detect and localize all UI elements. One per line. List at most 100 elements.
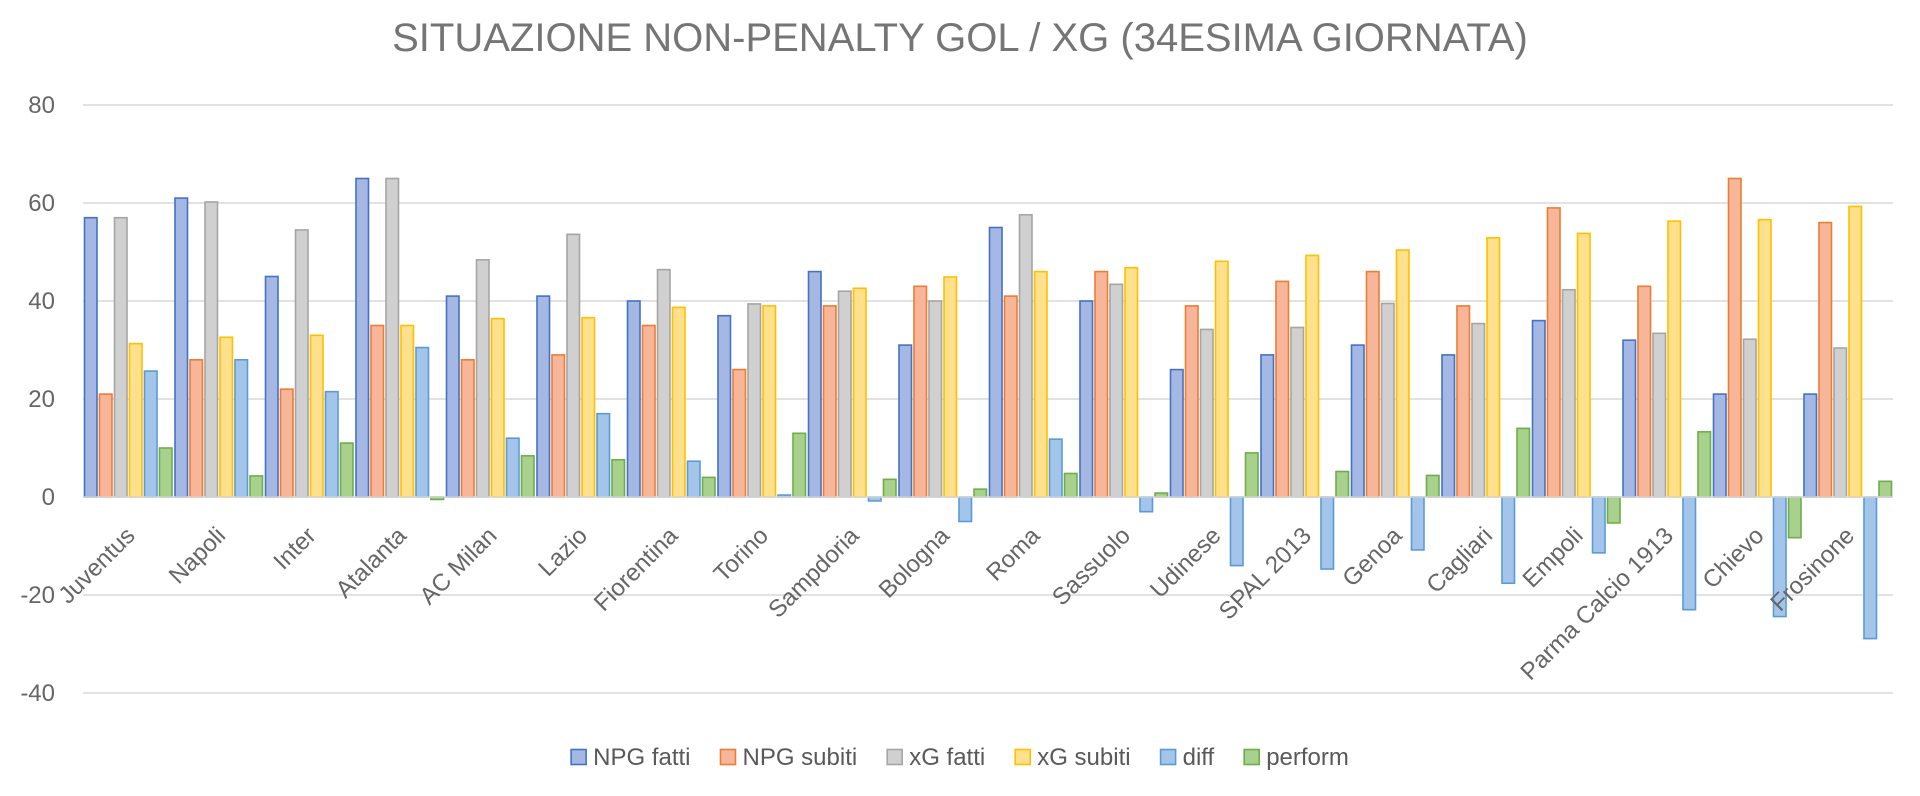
legend-label: perform (1266, 744, 1349, 771)
bar-npg-fatti-napoli (174, 197, 189, 498)
bars (83, 177, 1893, 640)
bar-npg-subiti-inter (279, 388, 294, 498)
bar-npg-subiti-bologna (913, 285, 928, 498)
category-label: Sampdoria (763, 522, 865, 624)
bar-xg-subiti-bologna (943, 276, 958, 498)
bar-perform-juventus (158, 447, 173, 498)
category-label: Fiorentina (589, 522, 684, 617)
bar-npg-subiti-genoa (1365, 270, 1380, 498)
bar-xg-subiti-sampdoria (852, 287, 867, 498)
bar-perform-lazio (611, 458, 626, 498)
legend-label: xG fatti (909, 744, 985, 771)
bar-xg-subiti-fiorentina (671, 306, 686, 498)
bar-npg-subiti-napoli (189, 358, 204, 498)
bar-perform-spal-2013 (1335, 470, 1350, 498)
bar-xg-subiti-frosinone (1848, 205, 1863, 498)
bar-npg-fatti-ac-milan (445, 295, 460, 498)
bar-diff-spal-2013 (1320, 496, 1335, 570)
bar-npg-subiti-empoli (1546, 207, 1561, 498)
bar-perform-cagliari (1516, 427, 1531, 498)
bar-npg-fatti-frosinone (1803, 393, 1818, 498)
bar-perform-bologna (973, 488, 988, 498)
bar-perform-parma-calcio-1913 (1697, 431, 1712, 498)
bar-xg-fatti-roma (1018, 213, 1033, 498)
legend-label: NPG subiti (742, 744, 857, 771)
legend-swatch (886, 748, 903, 766)
category-label: Juventus (53, 522, 140, 609)
bar-npg-subiti-roma (1003, 295, 1018, 498)
bar-xg-fatti-torino (747, 303, 762, 498)
bar-xg-subiti-roma (1033, 270, 1048, 498)
bar-npg-subiti-spal-2013 (1275, 280, 1290, 498)
bar-diff-udinese (1229, 496, 1244, 567)
y-tick-label: 80 (28, 92, 55, 119)
legend-item-npg-subiti: NPG subiti (719, 744, 857, 771)
bar-xg-subiti-ac-milan (490, 317, 505, 498)
bar-xg-subiti-udinese (1214, 260, 1229, 498)
bar-npg-subiti-chievo (1727, 177, 1742, 498)
bar-npg-fatti-chievo (1712, 393, 1727, 498)
bar-xg-fatti-udinese (1199, 328, 1214, 498)
y-tick-label: 0 (42, 484, 55, 511)
bar-diff-cagliari (1501, 496, 1516, 585)
bar-diff-juventus (143, 370, 158, 498)
legend-swatch (1014, 748, 1032, 766)
bar-diff-parma-calcio-1913 (1682, 496, 1697, 611)
category-label: Atalanta (331, 522, 413, 604)
category-label: Inter (268, 522, 321, 575)
bar-npg-subiti-fiorentina (641, 324, 656, 498)
legend-item-perform: perform (1243, 744, 1349, 771)
bar-xg-subiti-juventus (128, 342, 143, 498)
category-label: Cagliari (1421, 522, 1498, 599)
bar-npg-fatti-udinese (1169, 368, 1184, 498)
bar-perform-roma (1063, 472, 1078, 498)
bar-xg-subiti-sassuolo (1124, 266, 1139, 498)
bar-npg-fatti-genoa (1350, 344, 1365, 498)
bar-perform-chievo (1787, 496, 1802, 539)
bar-npg-fatti-roma (988, 226, 1003, 498)
bar-npg-subiti-parma-calcio-1913 (1637, 285, 1652, 498)
bar-perform-fiorentina (701, 476, 716, 498)
bar-diff-inter (324, 390, 339, 498)
category-label: Udinese (1145, 522, 1226, 603)
bar-perform-torino (792, 432, 807, 498)
bar-xg-fatti-lazio (566, 233, 581, 498)
bar-npg-fatti-bologna (898, 344, 913, 498)
bar-npg-fatti-sassuolo (1079, 300, 1094, 498)
legend: NPG fatti NPG subiti xG fatti xG subiti diff… (570, 744, 1349, 771)
bar-diff-ac-milan (505, 437, 520, 498)
bar-npg-subiti-frosinone (1818, 221, 1833, 498)
bar-npg-fatti-spal-2013 (1260, 354, 1275, 498)
category-label: AC Milan (415, 522, 503, 610)
bar-xg-fatti-genoa (1380, 302, 1395, 498)
grid-lines (83, 104, 1893, 694)
bar-npg-subiti-juventus (98, 393, 113, 498)
bar-diff-sassuolo (1139, 496, 1154, 513)
bar-npg-fatti-juventus (83, 216, 98, 498)
bar-npg-subiti-atalanta (370, 324, 385, 498)
bar-xg-fatti-parma-calcio-1913 (1652, 332, 1667, 498)
bar-xg-fatti-cagliari (1471, 322, 1486, 498)
bar-npg-fatti-cagliari (1441, 354, 1456, 498)
bar-diff-atalanta (415, 346, 430, 498)
bar-npg-subiti-sassuolo (1094, 270, 1109, 498)
bar-perform-ac-milan (520, 455, 535, 498)
bar-npg-fatti-fiorentina (626, 300, 641, 498)
bar-xg-fatti-ac-milan (475, 259, 490, 498)
y-tick-label: 40 (28, 288, 55, 315)
bar-xg-subiti-torino (762, 305, 777, 498)
bar-xg-fatti-fiorentina (656, 268, 671, 498)
bar-diff-napoli (234, 358, 249, 498)
bar-xg-fatti-sampdoria (837, 290, 852, 498)
bar-xg-subiti-inter (309, 334, 324, 498)
bar-diff-fiorentina (686, 460, 701, 498)
bar-xg-fatti-empoli (1561, 288, 1576, 498)
bar-diff-genoa (1410, 496, 1425, 551)
legend-swatch (570, 748, 587, 766)
legend-item-diff: diff (1159, 744, 1215, 771)
bar-xg-fatti-spal-2013 (1290, 326, 1305, 498)
bar-xg-subiti-parma-calcio-1913 (1667, 220, 1682, 498)
legend-swatch (1159, 748, 1177, 766)
bar-xg-subiti-cagliari (1486, 236, 1501, 498)
bar-xg-fatti-sassuolo (1109, 283, 1124, 498)
